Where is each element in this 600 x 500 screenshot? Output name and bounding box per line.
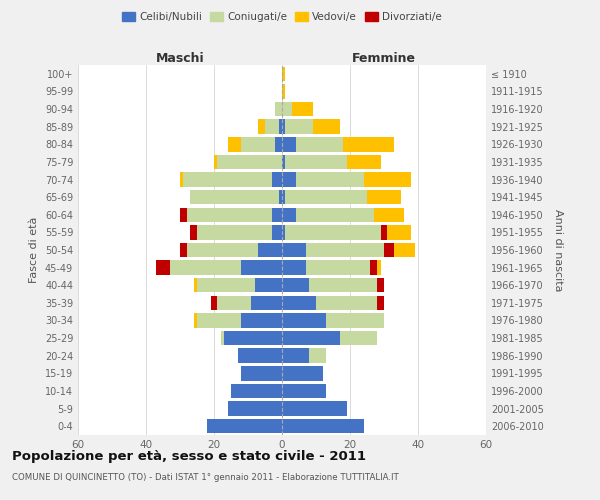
Bar <box>282 84 286 98</box>
Bar <box>377 278 384 292</box>
Bar <box>275 102 282 117</box>
Bar <box>187 208 272 222</box>
Bar <box>214 154 217 169</box>
Bar <box>282 384 326 398</box>
Bar <box>197 314 241 328</box>
Bar <box>282 137 296 152</box>
Bar <box>241 314 282 328</box>
Bar <box>207 419 282 434</box>
Bar <box>343 137 394 152</box>
Bar <box>282 154 286 169</box>
Bar <box>377 296 384 310</box>
Bar <box>282 331 340 345</box>
Bar <box>370 260 377 275</box>
Bar <box>241 137 275 152</box>
Bar <box>286 225 380 240</box>
Bar <box>278 190 282 204</box>
Bar <box>180 208 187 222</box>
Bar <box>296 208 374 222</box>
Bar <box>258 120 265 134</box>
Bar <box>272 172 282 186</box>
Bar <box>282 402 347 416</box>
Y-axis label: Fasce di età: Fasce di età <box>29 217 39 283</box>
Bar <box>282 208 296 222</box>
Bar <box>241 366 282 380</box>
Bar <box>388 225 411 240</box>
Bar <box>394 243 415 257</box>
Text: Femmine: Femmine <box>352 52 416 65</box>
Bar <box>364 172 411 186</box>
Bar <box>278 120 282 134</box>
Bar <box>221 331 224 345</box>
Bar <box>258 243 282 257</box>
Bar <box>296 172 364 186</box>
Bar <box>180 243 187 257</box>
Bar <box>265 120 278 134</box>
Text: COMUNE DI QUINCINETTO (TO) - Dati ISTAT 1° gennaio 2011 - Elaborazione TUTTITALI: COMUNE DI QUINCINETTO (TO) - Dati ISTAT … <box>12 472 399 482</box>
Bar <box>251 296 282 310</box>
Legend: Celibi/Nubili, Coniugati/e, Vedovi/e, Divorziati/e: Celibi/Nubili, Coniugati/e, Vedovi/e, Di… <box>118 8 446 26</box>
Bar <box>184 172 272 186</box>
Bar <box>309 348 326 363</box>
Bar <box>224 331 282 345</box>
Bar <box>156 260 170 275</box>
Bar <box>217 154 282 169</box>
Bar <box>180 172 184 186</box>
Bar <box>282 120 286 134</box>
Bar <box>197 278 255 292</box>
Bar <box>194 314 197 328</box>
Bar <box>282 243 306 257</box>
Bar <box>282 419 364 434</box>
Bar <box>282 66 286 81</box>
Text: Popolazione per età, sesso e stato civile - 2011: Popolazione per età, sesso e stato civil… <box>12 450 366 463</box>
Bar <box>170 260 241 275</box>
Bar <box>282 366 323 380</box>
Bar <box>282 348 309 363</box>
Bar <box>309 278 377 292</box>
Bar <box>380 225 388 240</box>
Bar <box>306 243 384 257</box>
Bar <box>211 296 217 310</box>
Bar <box>282 102 292 117</box>
Bar <box>326 314 384 328</box>
Bar <box>347 154 380 169</box>
Text: Maschi: Maschi <box>155 52 205 65</box>
Bar <box>194 278 197 292</box>
Bar <box>282 190 286 204</box>
Bar <box>197 225 272 240</box>
Bar <box>292 102 313 117</box>
Bar <box>272 225 282 240</box>
Bar <box>282 296 316 310</box>
Bar <box>316 296 377 310</box>
Bar <box>217 296 251 310</box>
Bar <box>286 190 367 204</box>
Bar <box>227 402 282 416</box>
Bar <box>282 260 306 275</box>
Y-axis label: Anni di nascita: Anni di nascita <box>553 209 563 291</box>
Bar <box>190 225 197 240</box>
Bar <box>275 137 282 152</box>
Bar <box>238 348 282 363</box>
Bar <box>367 190 401 204</box>
Bar <box>296 137 343 152</box>
Bar <box>282 314 326 328</box>
Bar <box>255 278 282 292</box>
Bar <box>306 260 370 275</box>
Bar <box>282 172 296 186</box>
Bar <box>231 384 282 398</box>
Bar <box>340 331 377 345</box>
Bar <box>227 137 241 152</box>
Bar <box>190 190 278 204</box>
Bar <box>272 208 282 222</box>
Bar <box>282 278 309 292</box>
Bar <box>377 260 380 275</box>
Bar <box>384 243 394 257</box>
Bar <box>282 225 286 240</box>
Bar <box>286 120 313 134</box>
Bar <box>286 154 347 169</box>
Bar <box>374 208 404 222</box>
Bar <box>187 243 258 257</box>
Bar <box>313 120 340 134</box>
Bar <box>241 260 282 275</box>
